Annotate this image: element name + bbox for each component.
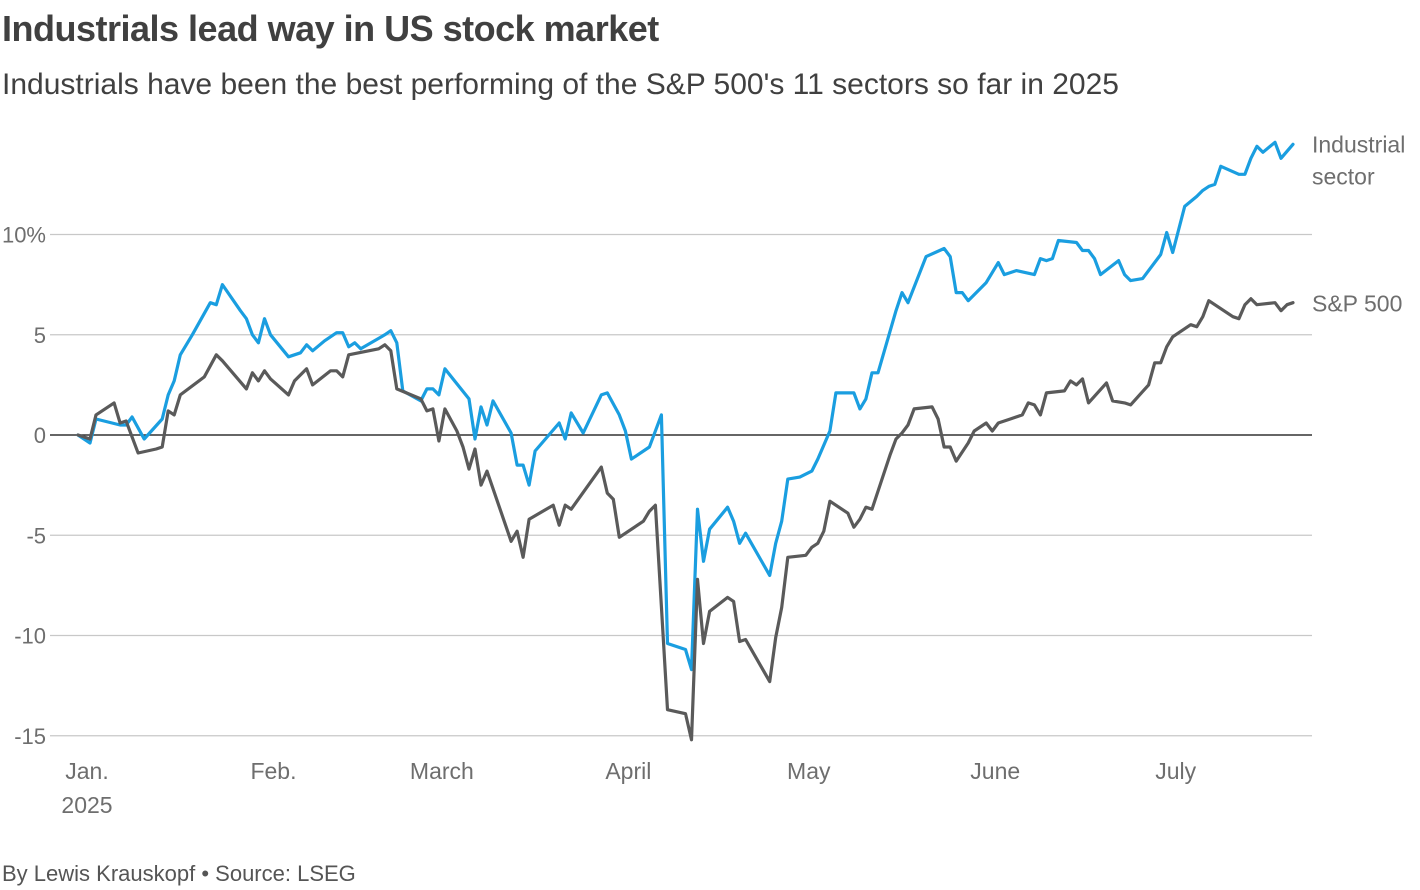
- series-label-industrial: Industrial: [1312, 131, 1405, 157]
- footer-credit: By Lewis Krauskopf • Source: LSEG: [2, 861, 356, 887]
- series-line-industrial: [76, 140, 1295, 672]
- chart-title: Industrials lead way in US stock market: [2, 8, 659, 49]
- y-tick-label: -5: [26, 523, 46, 548]
- separator: •: [201, 861, 210, 886]
- chart-subtitle: Industrials have been the best performin…: [2, 68, 1119, 101]
- x-tick-label: May: [787, 758, 831, 784]
- series-label-industrial-line2: sector: [1312, 163, 1375, 189]
- series-labels: Industrial sector S&P 500: [1312, 131, 1405, 316]
- grid-lines: [50, 233, 1312, 737]
- series-line-sp500: [76, 297, 1295, 742]
- y-tick-label: 10%: [2, 223, 46, 248]
- y-tick-label: 0: [34, 423, 46, 448]
- y-axis-ticks: 10% 5 0 -5 -10 -15: [2, 223, 46, 749]
- y-tick-label: -10: [14, 624, 46, 649]
- source-note: Source: LSEG: [215, 861, 356, 886]
- y-tick-label: 5: [34, 323, 46, 348]
- x-tick-label: Jan.: [65, 758, 108, 784]
- series-lines: [76, 140, 1295, 742]
- x-axis-ticks: Jan. 2025 Feb. March April May June July: [61, 758, 1196, 818]
- x-tick-label: Feb.: [250, 758, 296, 784]
- series-label-sp500: S&P 500: [1312, 291, 1402, 317]
- x-tick-label: April: [605, 758, 651, 784]
- x-tick-label: March: [410, 758, 474, 784]
- byline: By Lewis Krauskopf: [2, 861, 196, 886]
- x-tick-label: June: [970, 758, 1020, 784]
- x-tick-sublabel: 2025: [61, 792, 112, 818]
- x-tick-label: July: [1155, 758, 1196, 784]
- y-tick-label: -15: [14, 724, 46, 749]
